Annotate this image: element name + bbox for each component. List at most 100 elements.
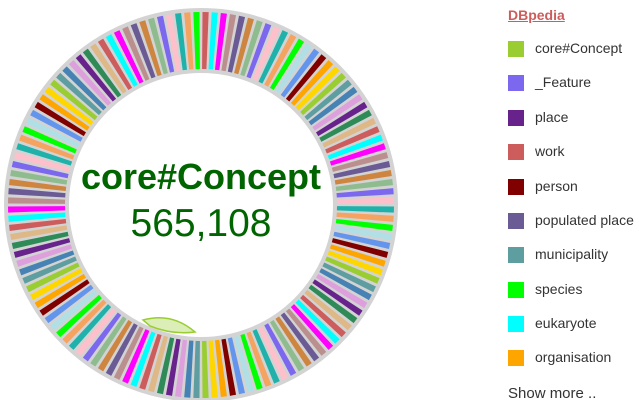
donut-segment[interactable] [335, 218, 393, 231]
donut-segment[interactable] [246, 331, 272, 387]
donut-segment[interactable] [208, 12, 218, 70]
donut-segment[interactable] [315, 273, 368, 309]
donut-segment[interactable] [22, 126, 77, 154]
donut-segment[interactable] [130, 331, 156, 387]
donut-segment[interactable] [208, 340, 218, 398]
donut-segment[interactable] [290, 304, 334, 350]
donut-segment[interactable] [329, 143, 386, 166]
donut-segment[interactable] [165, 338, 181, 396]
donut-segment[interactable] [39, 279, 90, 316]
donut-segment[interactable] [285, 308, 327, 356]
donut-segment[interactable] [11, 231, 69, 250]
legend-item-person[interactable]: person [508, 176, 639, 198]
donut-segment[interactable] [139, 20, 162, 77]
donut-segment[interactable] [269, 319, 305, 372]
donut-segment[interactable] [82, 48, 122, 98]
donut-segment[interactable] [336, 212, 394, 222]
donut-segment[interactable] [50, 289, 98, 331]
donut-segment[interactable] [13, 152, 71, 172]
donut-segment[interactable] [333, 160, 391, 179]
donut-segment[interactable] [44, 86, 94, 126]
donut-segment[interactable] [13, 238, 71, 258]
donut-segment[interactable] [295, 66, 340, 111]
donut-segment[interactable] [227, 15, 246, 73]
donut-segment[interactable] [290, 60, 334, 106]
donut-segment[interactable] [275, 43, 312, 94]
donut-segment[interactable] [234, 335, 254, 393]
donut-segment[interactable] [148, 17, 168, 75]
donut-segment[interactable] [8, 197, 66, 204]
donut-segment[interactable] [39, 94, 90, 131]
donut-segment[interactable] [90, 316, 127, 367]
donut-segment[interactable] [336, 188, 394, 198]
donut-segment[interactable] [62, 66, 107, 111]
donut-segment[interactable] [258, 326, 289, 380]
donut-segment[interactable] [90, 43, 127, 94]
donut-segment[interactable] [322, 117, 376, 148]
donut-segment[interactable] [105, 34, 138, 87]
donut-segment[interactable] [139, 333, 162, 390]
donut-segment[interactable] [331, 238, 389, 258]
donut-segment[interactable] [312, 279, 363, 316]
donut-segment[interactable] [312, 94, 363, 131]
donut-segment[interactable] [82, 312, 122, 362]
donut-segment[interactable] [105, 323, 138, 376]
donut-segment[interactable] [258, 30, 289, 84]
donut-segment[interactable] [240, 333, 263, 390]
donut-segment[interactable] [11, 160, 69, 179]
donut-segment[interactable] [8, 206, 66, 213]
donut-segment[interactable] [30, 268, 83, 301]
donut-segment[interactable] [184, 12, 194, 70]
donut-segment[interactable] [193, 340, 200, 398]
donut-segment[interactable] [327, 250, 383, 276]
donut-segment[interactable] [26, 117, 80, 148]
donut-segment[interactable] [156, 15, 175, 73]
donut-segment[interactable] [227, 337, 246, 395]
legend-item-core-concept[interactable]: core#Concept [508, 38, 639, 60]
donut-segment[interactable] [329, 244, 386, 267]
donut-segment[interactable] [308, 284, 358, 324]
donut-segment[interactable] [26, 262, 80, 293]
donut-segment[interactable] [97, 38, 133, 91]
donut-segment[interactable] [30, 109, 83, 142]
legend-item-species[interactable]: species [508, 279, 639, 301]
donut-segment[interactable] [322, 262, 376, 293]
donut-segment[interactable] [175, 13, 188, 71]
donut-segment[interactable] [97, 319, 133, 372]
donut-segment[interactable] [308, 86, 358, 126]
donut-segment[interactable] [56, 294, 102, 338]
donut-segment[interactable] [9, 218, 67, 231]
donut-segment[interactable] [8, 188, 66, 198]
donut-segment[interactable] [113, 30, 144, 84]
donut-segment[interactable] [252, 26, 280, 81]
donut-segment[interactable] [264, 323, 297, 376]
donut-segment[interactable] [75, 54, 117, 102]
donut-segment[interactable] [246, 23, 272, 79]
donut-segment[interactable] [334, 225, 392, 241]
donut-segment[interactable] [334, 169, 392, 185]
legend-item-eukaryote[interactable]: eukaryote [508, 313, 639, 335]
donut-segment[interactable] [113, 326, 144, 380]
donut-segment[interactable] [62, 299, 107, 344]
donut-segment[interactable] [264, 34, 297, 87]
donut-segment[interactable] [325, 126, 380, 154]
donut-segment[interactable] [221, 14, 237, 72]
donut-segment[interactable] [68, 60, 112, 106]
donut-segment[interactable] [19, 250, 75, 276]
donut-segment[interactable] [285, 54, 327, 102]
donut-segment[interactable] [10, 169, 68, 185]
legend-item-work[interactable]: work [508, 141, 639, 163]
donut-segment[interactable] [44, 284, 94, 324]
legend-item-municipality[interactable]: municipality [508, 244, 639, 266]
donut-segment[interactable] [165, 14, 181, 72]
donut-segment[interactable] [9, 179, 67, 192]
donut-segment[interactable] [130, 23, 156, 79]
donut-segment[interactable] [184, 340, 194, 398]
donut-segment[interactable] [234, 17, 254, 75]
donut-segment[interactable] [315, 101, 368, 137]
donut-segment[interactable] [148, 335, 168, 393]
donut-segment[interactable] [336, 197, 394, 204]
donut-segment[interactable] [331, 152, 389, 172]
donut-segment[interactable] [280, 312, 320, 362]
donut-segment[interactable] [8, 212, 66, 222]
